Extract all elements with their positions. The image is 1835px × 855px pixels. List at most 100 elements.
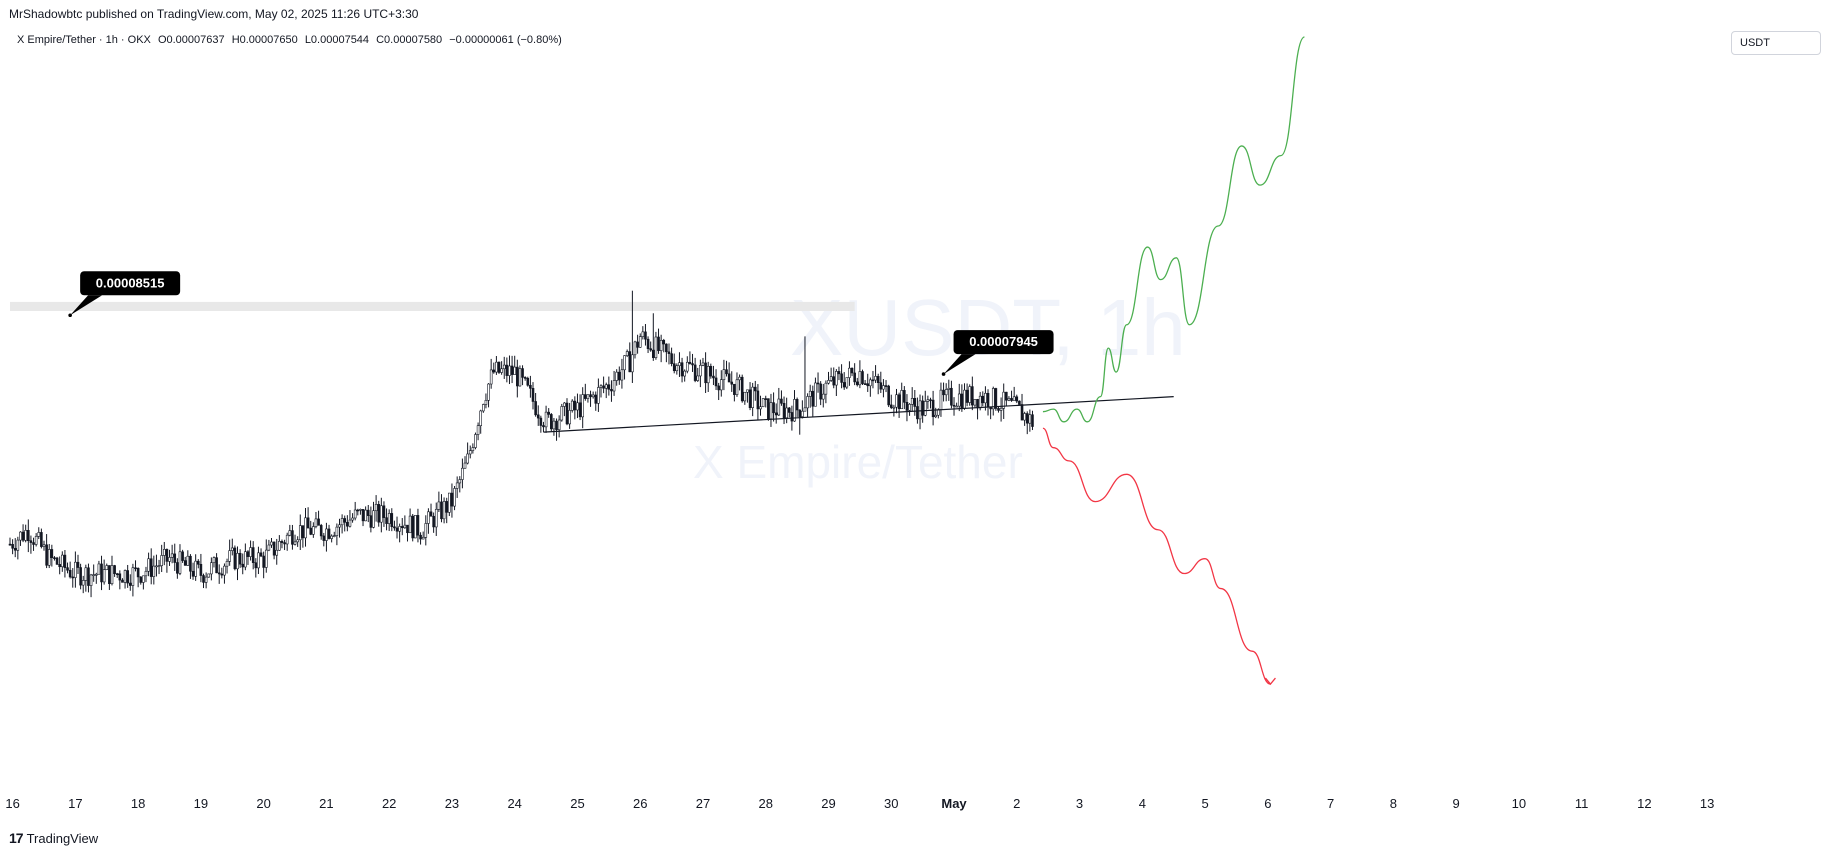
candle-body — [19, 531, 22, 541]
x-axis-tick-label: 18 — [131, 796, 145, 811]
x-axis-tick-label: 8 — [1390, 796, 1397, 811]
candle-body — [944, 389, 948, 396]
candle-body — [492, 369, 496, 373]
candle-body — [976, 399, 979, 409]
candle-body — [952, 404, 956, 407]
candle-body — [552, 420, 556, 430]
candle-body — [560, 406, 564, 421]
candle-body — [61, 554, 64, 568]
currency-selector-button[interactable]: USDT — [1731, 31, 1821, 55]
x-axis-tick-label: 24 — [507, 796, 521, 811]
candle-body — [578, 402, 582, 418]
candle-body — [437, 501, 441, 510]
candle-body — [89, 574, 93, 586]
candle-body — [547, 411, 550, 415]
candle-body — [855, 381, 859, 386]
ohlc-close: C0.00007580 — [376, 34, 443, 46]
candle-body — [424, 523, 428, 538]
candle-body — [338, 524, 341, 528]
candle-body — [11, 544, 14, 549]
candle-body — [351, 517, 354, 521]
candle-body — [359, 509, 362, 511]
annotation-label-resistance: 0.00008515 — [96, 275, 165, 290]
symbol-info[interactable]: X Empire/Tether · 1h · OKX — [17, 34, 151, 46]
candle-body — [259, 552, 263, 557]
candle-body — [918, 400, 922, 420]
candle-body — [550, 414, 553, 430]
x-axis-tick-label: 17 — [68, 796, 82, 811]
candle-body — [625, 351, 629, 356]
candle-body — [1018, 400, 1021, 405]
candle-body — [186, 555, 190, 566]
candle-body — [685, 361, 689, 372]
candle-body — [576, 402, 579, 411]
candle-body — [1010, 398, 1013, 401]
candle-body — [421, 536, 425, 540]
annotation-pointer — [943, 354, 976, 375]
candle-body — [408, 515, 412, 534]
candle-body — [241, 563, 245, 568]
candle-body — [445, 501, 449, 513]
candle-body — [874, 376, 877, 381]
candle-body — [701, 362, 705, 366]
candle-body — [814, 382, 817, 407]
candle-body — [121, 579, 124, 583]
candle-body — [168, 557, 171, 562]
candle-body — [317, 518, 320, 526]
candle-body — [589, 394, 592, 398]
candle-body — [751, 386, 754, 408]
watermark-symbol: XUSDT, 1h — [790, 283, 1186, 372]
candle-body — [950, 387, 953, 406]
candle-body — [176, 562, 179, 574]
candle-body — [131, 567, 135, 586]
candle-body — [714, 377, 718, 387]
candle-body — [733, 383, 736, 395]
candle-body — [513, 366, 517, 375]
candle-body — [147, 558, 150, 572]
candle-body — [827, 380, 830, 384]
candle-body — [108, 565, 111, 585]
annotation-pointer — [70, 295, 103, 316]
candle-body — [568, 410, 571, 425]
candle-body — [638, 336, 642, 348]
candle-body — [463, 462, 467, 469]
candle-body — [304, 517, 307, 539]
candle-body — [238, 552, 242, 565]
candle-body — [322, 535, 326, 541]
candle-body — [801, 410, 804, 417]
candle-body — [816, 382, 820, 385]
candle-body — [165, 549, 169, 562]
candle-body — [118, 573, 122, 581]
candle-body — [573, 400, 577, 411]
candle-body — [157, 565, 161, 567]
watermark-name: X Empire/Tether — [693, 436, 1023, 488]
candle-body — [981, 395, 985, 404]
tradingview-brand[interactable]: 17 TradingView — [9, 830, 98, 846]
candle-body — [403, 524, 407, 529]
candle-body — [793, 399, 796, 422]
candle-body — [1007, 398, 1011, 401]
candle-body — [756, 390, 760, 410]
candle-body — [66, 567, 69, 571]
x-axis-tick-label: 16 — [5, 796, 19, 811]
symbol-legend: X Empire/Tether · 1h · OKX O0.00007637 H… — [17, 34, 566, 46]
candle-body — [29, 540, 33, 543]
candle-body — [923, 401, 927, 416]
candle-body — [892, 406, 896, 409]
candle-body — [123, 570, 127, 583]
candle-body — [780, 398, 783, 404]
candle-body — [955, 405, 958, 408]
candle-body — [230, 547, 234, 551]
candle-body — [291, 530, 294, 545]
candle-body — [306, 517, 310, 529]
x-axis-tick-label: 4 — [1139, 796, 1146, 811]
candle-body — [434, 509, 438, 528]
candle-body — [377, 504, 381, 523]
candle-body — [1023, 413, 1026, 421]
candle-body — [748, 389, 752, 408]
x-axis-tick-label: 2 — [1013, 796, 1020, 811]
candle-body — [453, 488, 456, 507]
candle-body — [173, 553, 177, 563]
x-axis-tick-label: 20 — [256, 796, 270, 811]
